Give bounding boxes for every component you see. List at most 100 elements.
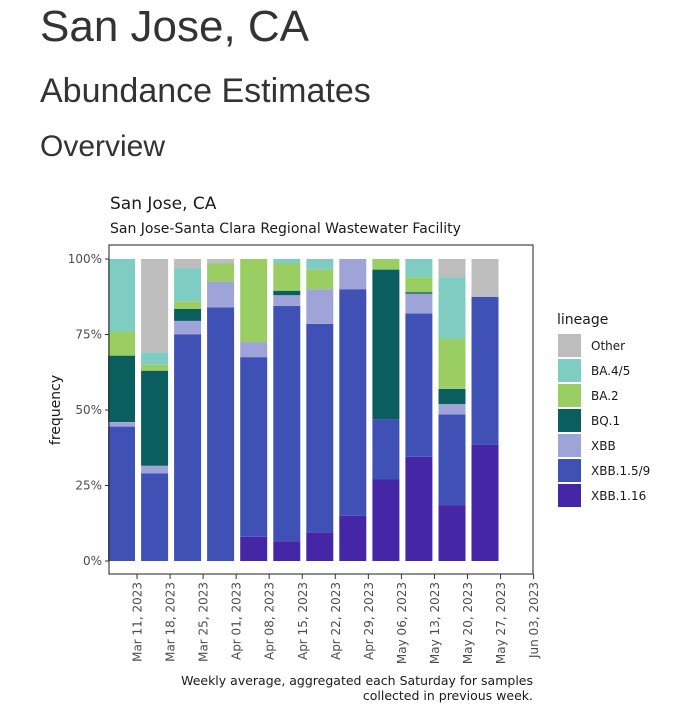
bar-segment-other-may-27-2023: [471, 259, 499, 297]
bar-segment-bq-1-may-06-2023: [372, 269, 400, 420]
bar-segment-xbb-may-13-2023: [405, 293, 433, 314]
legend-label-xbb-1-5-9: XBB.1.5/9: [591, 464, 650, 478]
x-tick-label: May 06, 2023: [395, 582, 409, 664]
bar-segment-xbb-mar-25-2023: [174, 320, 202, 335]
bar-segment-ba-2-may-13-2023: [405, 277, 433, 293]
bar-segment-xbb-apr-01-2023: [207, 281, 235, 308]
subsection-heading: Overview: [40, 130, 166, 163]
y-tick-label: 50%: [75, 403, 102, 417]
bar-segment-xbb-1-5-9-may-13-2023: [405, 313, 433, 457]
x-tick-label: May 27, 2023: [494, 582, 508, 664]
bar-segment-xbb-apr-08-2023: [240, 342, 268, 358]
bar-segment-xbb-1-16-apr-22-2023: [306, 532, 334, 561]
x-tick-label: Apr 22, 2023: [329, 582, 343, 660]
bar-stack-mar-18-2023: [141, 259, 169, 561]
y-tick-label: 0%: [83, 554, 102, 568]
bar-segment-ba-2-apr-08-2023: [240, 259, 268, 343]
bar-segment-ba-4-5-may-13-2023: [405, 259, 433, 278]
bar-segment-xbb-1-16-apr-08-2023: [240, 536, 268, 561]
bar-segment-ba-4-5-mar-25-2023: [174, 268, 202, 302]
x-tick-label: Apr 08, 2023: [263, 582, 277, 660]
bar-segment-ba-4-5-may-20-2023: [438, 277, 466, 339]
bar-stack-may-13-2023: [405, 259, 433, 561]
bar-stack-apr-15-2023: [273, 259, 301, 561]
bar-stack-apr-01-2023: [207, 259, 235, 561]
bar-segment-ba-4-5-apr-22-2023: [306, 259, 334, 270]
y-tick-label: 25%: [75, 479, 102, 493]
bar-segment-xbb-1-5-9-may-06-2023: [372, 419, 400, 480]
bar-segment-xbb-1-5-9-mar-18-2023: [141, 473, 169, 561]
legend-swatch-ba-2: [558, 384, 581, 407]
bar-segment-xbb-1-5-9-apr-22-2023: [306, 323, 334, 533]
legend-swatch-bq-1: [558, 409, 581, 432]
bar-stack-may-27-2023: [471, 259, 499, 561]
bar-segment-xbb-1-5-9-may-20-2023: [438, 414, 466, 506]
bar-segment-other-mar-18-2023: [141, 259, 169, 353]
bar-segment-xbb-1-16-may-13-2023: [405, 456, 433, 561]
bar-segment-xbb-1-16-apr-29-2023: [339, 515, 367, 561]
bar-segment-ba-4-5-mar-11-2023: [108, 259, 135, 332]
bar-segment-other-apr-01-2023: [207, 259, 235, 264]
x-tick-label: Mar 18, 2023: [164, 582, 178, 662]
x-tick-label: Mar 25, 2023: [197, 582, 211, 662]
bar-segment-xbb-1-5-9-may-27-2023: [471, 296, 499, 445]
y-tick-label: 100%: [68, 252, 102, 266]
legend-title: lineage: [557, 312, 608, 328]
legend-label-bq-1: BQ.1: [591, 414, 620, 428]
bar-segment-xbb-1-5-9-mar-11-2023: [108, 426, 135, 561]
bar-stack-may-20-2023: [438, 259, 466, 561]
legend-swatch-xbb: [558, 434, 581, 457]
legend-swatch-other: [558, 334, 581, 357]
bar-segment-ba-2-apr-15-2023: [273, 263, 301, 291]
bar-segment-ba-4-5-apr-15-2023: [273, 259, 301, 264]
bar-segment-ba-2-apr-01-2023: [207, 263, 235, 282]
bar-segment-bq-1-may-20-2023: [438, 388, 466, 404]
caption-line-2: collected in previous week.: [363, 688, 533, 703]
bar-segment-xbb-1-16-may-20-2023: [438, 505, 466, 561]
y-tick-label: 75%: [75, 328, 102, 342]
bar-stack-may-06-2023: [372, 259, 400, 561]
x-tick-label: Jun 03, 2023: [527, 582, 541, 659]
chart-title: San Jose, CA: [110, 194, 217, 214]
bar-segment-ba-2-apr-22-2023: [306, 269, 334, 290]
bar-segment-ba-2-may-06-2023: [372, 259, 400, 270]
bar-segment-xbb-1-16-may-06-2023: [372, 479, 400, 561]
legend-swatch-ba-4-5: [558, 359, 581, 382]
y-axis-label: frequency: [48, 375, 64, 445]
bar-segment-bq-1-apr-15-2023: [273, 290, 301, 296]
bar-segment-xbb-1-5-9-apr-15-2023: [273, 305, 301, 542]
x-tick-label: May 13, 2023: [428, 582, 442, 664]
bar-segment-bq-1-mar-25-2023: [174, 308, 202, 321]
bar-segment-ba-2-mar-18-2023: [141, 364, 169, 371]
bar-segment-xbb-1-5-9-apr-01-2023: [207, 307, 235, 561]
bar-segment-xbb-1-5-9-apr-29-2023: [339, 289, 367, 516]
legend: lineage Other BA.4/5 BA.2 BQ.1 XBB XBB.1.5/9 X…: [557, 312, 650, 507]
legend-swatch-xbb-1-5-9: [558, 459, 581, 482]
bar-segment-xbb-1-16-may-27-2023: [471, 444, 499, 561]
legend-label-ba-4-5: BA.4/5: [591, 364, 630, 378]
caption-line-1: Weekly average, aggregated each Saturday…: [181, 673, 533, 688]
bar-segment-ba-2-mar-11-2023: [108, 331, 135, 356]
x-tick-label: Apr 01, 2023: [230, 582, 244, 660]
legend-label-xbb-1-16: XBB.1.16: [591, 489, 646, 503]
bar-segment-xbb-mar-18-2023: [141, 465, 169, 474]
bar-segment-ba-2-mar-25-2023: [174, 301, 202, 309]
bar-segment-ba-4-5-mar-18-2023: [141, 352, 169, 365]
bar-segment-xbb-1-5-9-mar-25-2023: [174, 334, 202, 561]
section-heading: Abundance Estimates: [40, 72, 371, 110]
legend-swatch-xbb-1-16: [558, 484, 581, 507]
bar-segment-xbb-1-5-9-apr-08-2023: [240, 357, 268, 537]
bar-segment-bq-1-may-13-2023: [405, 292, 433, 294]
bar-segment-other-mar-25-2023: [174, 259, 202, 269]
x-tick-label: Apr 15, 2023: [296, 582, 310, 660]
legend-label-xbb: XBB: [591, 439, 616, 453]
bar-stack-apr-08-2023: [240, 259, 268, 561]
bar-stack-mar-11-2023: [108, 259, 135, 561]
bar-segment-xbb-1-16-apr-15-2023: [273, 541, 301, 561]
y-axis: 0% 25% 50% 75% 100%: [68, 252, 109, 568]
x-tick-label: Mar 11, 2023: [131, 582, 145, 662]
x-axis: Mar 11, 2023 Mar 18, 2023 Mar 25, 2023 Apr …: [131, 574, 541, 664]
bar-stack-mar-25-2023: [174, 259, 202, 561]
legend-label-ba-2: BA.2: [591, 389, 619, 403]
